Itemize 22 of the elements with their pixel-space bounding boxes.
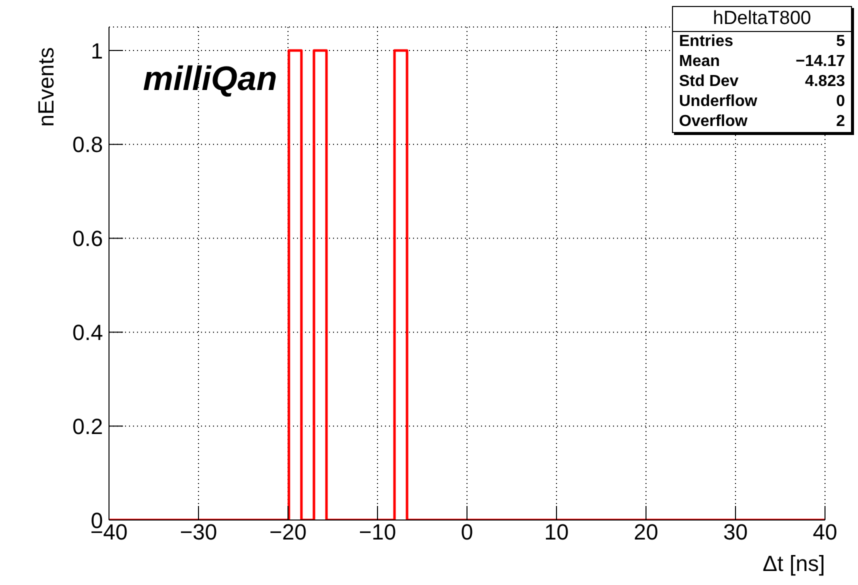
- x-tick-label: −30: [180, 520, 218, 545]
- y-tick-label: 0.6: [72, 226, 103, 252]
- x-tick-label: −10: [358, 520, 396, 545]
- x-tick-label: 40: [812, 520, 838, 545]
- y-tick-label: 0.8: [72, 132, 103, 158]
- text: Mean −14.17: [679, 53, 845, 70]
- x-tick-label: 10: [544, 520, 569, 545]
- x-tick-label: −20: [269, 520, 307, 545]
- text: Underflow 0: [679, 93, 845, 110]
- x-tick-label: 0: [460, 520, 474, 545]
- y-tick-label: 0.4: [72, 320, 103, 345]
- text: Std Dev 4.823: [679, 73, 845, 90]
- y-tick-label: 1: [90, 38, 103, 64]
- x-tick-label: 20: [634, 520, 658, 545]
- y-axis-title: nEvents: [34, 47, 59, 127]
- x-axis-title: Δt [ns]: [762, 551, 825, 576]
- y-tick-label: 0.2: [72, 414, 103, 439]
- annotation: milliQan: [143, 60, 278, 99]
- text: Entries 5: [679, 33, 845, 50]
- text: Overflow 2: [679, 113, 845, 130]
- annotation: hDeltaT800: [673, 7, 851, 32]
- x-tick-label: 30: [723, 520, 748, 545]
